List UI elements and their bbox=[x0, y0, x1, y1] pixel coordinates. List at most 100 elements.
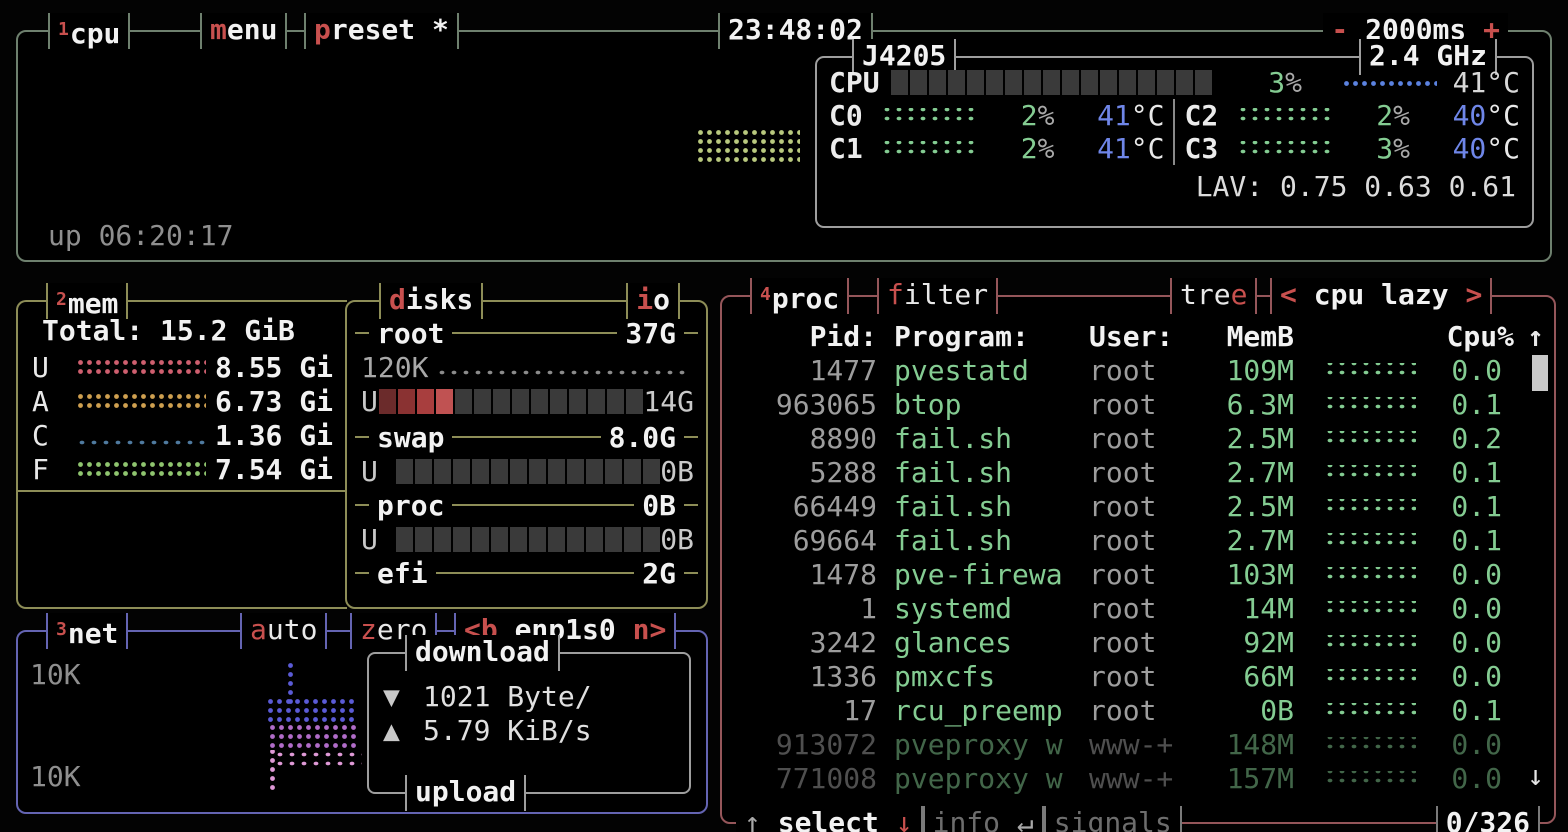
iface-next-button[interactable]: n> bbox=[632, 613, 667, 646]
process-mem: 2.7M bbox=[1226, 455, 1294, 489]
process-pid: 66449 bbox=[792, 489, 877, 523]
process-mem: 2.7M bbox=[1226, 523, 1294, 557]
core-temp: 41°C bbox=[1097, 132, 1165, 165]
disk-used-value: 0B bbox=[660, 522, 694, 556]
sort-next-button[interactable]: > bbox=[1465, 278, 1483, 311]
net-auto-button[interactable]: auto bbox=[240, 613, 328, 649]
signals-control[interactable]: signals bbox=[1043, 805, 1182, 832]
process-cpu-graph bbox=[1324, 567, 1416, 581]
process-name: pvestatd bbox=[894, 353, 1029, 387]
scroll-up-icon[interactable]: ↑ bbox=[1527, 319, 1544, 353]
net-tab-label: net bbox=[67, 617, 119, 650]
disk-used-row: U 0B bbox=[355, 454, 698, 488]
cpu-box: 1cpu menu preset * 23:48:02 - 2000ms + u… bbox=[16, 13, 1552, 262]
mem-row-value: 7.54 Gi bbox=[214, 452, 333, 486]
info-control[interactable]: info ↵ bbox=[922, 805, 1044, 832]
net-box: 3net auto zero <b enp1s0 n> 10K 10K down… bbox=[16, 613, 708, 814]
disk-name: proc bbox=[377, 488, 445, 522]
filter-button[interactable]: filter bbox=[877, 278, 999, 314]
upload-rate: ▲ 5.79 KiB/s bbox=[383, 714, 592, 747]
process-row[interactable]: 69664 fail.sh root 2.7M 0.1 bbox=[722, 523, 1554, 557]
core-row: C0 2% 41°C bbox=[829, 99, 1165, 132]
scroll-down-icon[interactable]: ↓ bbox=[1527, 759, 1544, 792]
process-row[interactable]: 913072 pveproxy w www-+ 148M 0.0 bbox=[722, 727, 1554, 761]
interval-increase-button[interactable]: + bbox=[1483, 13, 1500, 46]
process-row[interactable]: 8890 fail.sh root 2.5M 0.2 bbox=[722, 421, 1554, 455]
menu-button[interactable]: menu bbox=[200, 13, 288, 49]
sort-prev-button[interactable]: < bbox=[1280, 278, 1297, 311]
column-program[interactable]: Program: bbox=[894, 319, 1029, 353]
process-row[interactable]: 17 rcu_preemp root 0B 0.1 bbox=[722, 693, 1554, 727]
process-row[interactable]: 1336 pmxcfs root 66M 0.0 bbox=[722, 659, 1554, 693]
process-row[interactable]: 1 systemd root 14M 0.0 bbox=[722, 591, 1554, 625]
process-pid: 1336 bbox=[809, 659, 877, 693]
disk-section-swap: swap 8.0G bbox=[355, 420, 698, 454]
tab-net[interactable]: 3net bbox=[46, 613, 129, 650]
disk-used-row: U 0B bbox=[355, 522, 698, 556]
net-scale-top: 10K bbox=[30, 658, 81, 691]
process-pid: 3242 bbox=[809, 625, 877, 659]
sort-mode: cpu lazy bbox=[1313, 278, 1449, 311]
mem-hotkey: 2 bbox=[56, 289, 67, 310]
io-mode-button[interactable]: io bbox=[626, 283, 680, 319]
process-row[interactable]: 66449 fail.sh root 2.5M 0.1 bbox=[722, 489, 1554, 523]
column-pid[interactable]: Pid: bbox=[809, 319, 877, 353]
select-control[interactable]: ↑ select ↓ bbox=[736, 805, 923, 832]
process-cpu: 0.0 bbox=[1451, 761, 1502, 795]
process-cpu: 0.0 bbox=[1451, 625, 1502, 659]
process-pid: 1 bbox=[860, 591, 877, 625]
tab-proc[interactable]: 4proc bbox=[750, 278, 850, 315]
core-temp: 40°C bbox=[1452, 99, 1520, 132]
tab-mem[interactable]: 2mem bbox=[46, 283, 129, 320]
cpu-total-row: CPU 3% 41°C bbox=[829, 66, 1520, 99]
process-pid: 913072 bbox=[775, 727, 877, 761]
net-rates-panel: download upload ▼ 1021 Byte/ ▲ 5.79 KiB/s bbox=[367, 635, 691, 811]
process-row[interactable]: 771008 pveproxy w www-+ 157M 0.0 bbox=[722, 761, 1554, 795]
process-user: root bbox=[1089, 693, 1157, 727]
process-row[interactable]: 5288 fail.sh root 2.7M 0.1 bbox=[722, 455, 1554, 489]
process-row[interactable]: 963065 btop root 6.3M 0.1 bbox=[722, 387, 1554, 421]
core-row: C1 2% 41°C bbox=[829, 132, 1165, 165]
disk-name: root bbox=[377, 316, 445, 350]
proc-tab-label: proc bbox=[771, 282, 840, 315]
process-cpu: 0.0 bbox=[1451, 727, 1502, 761]
column-cpu[interactable]: Cpu% bbox=[1446, 319, 1514, 353]
preset-button[interactable]: preset * bbox=[304, 13, 459, 49]
process-cpu-graph bbox=[1324, 737, 1416, 751]
process-mem: 103M bbox=[1226, 557, 1294, 591]
menu-label: enu bbox=[226, 13, 278, 46]
proc-hotkey: 4 bbox=[760, 284, 771, 305]
process-name: pveproxy w bbox=[894, 727, 1063, 761]
tab-cpu[interactable]: 1cpu bbox=[48, 13, 131, 50]
process-cpu-graph bbox=[1324, 465, 1416, 479]
process-mem: 148M bbox=[1226, 727, 1294, 761]
process-cpu-graph bbox=[1324, 499, 1416, 513]
core-graph bbox=[1236, 141, 1335, 156]
column-mem[interactable]: MemB bbox=[1226, 319, 1294, 353]
process-row[interactable]: 1478 pve-firewa root 103M 0.0 bbox=[722, 557, 1554, 591]
process-row[interactable]: 1477 pvestatd root 109M 0.0 bbox=[722, 353, 1554, 387]
process-name: fail.sh bbox=[894, 455, 1013, 489]
process-mem: 6.3M bbox=[1226, 387, 1294, 421]
process-cpu: 0.1 bbox=[1451, 693, 1502, 727]
process-cpu-graph bbox=[1324, 601, 1416, 615]
sort-selector[interactable]: < cpu lazy > bbox=[1270, 278, 1493, 314]
scrollbar-thumb[interactable] bbox=[1532, 355, 1548, 391]
disk-used-meter bbox=[396, 526, 661, 552]
cpu-tab-label: cpu bbox=[69, 17, 121, 50]
disks-title[interactable]: disks bbox=[379, 283, 484, 319]
process-user: root bbox=[1089, 523, 1157, 557]
tree-toggle[interactable]: tree bbox=[1170, 278, 1258, 314]
process-pid: 1477 bbox=[809, 353, 877, 387]
process-cpu: 0.0 bbox=[1451, 557, 1502, 591]
proc-footer: ↑ select ↓ info ↵ signals 0/326 bbox=[736, 804, 1540, 832]
process-cpu-graph bbox=[1324, 703, 1416, 717]
mem-used-graph bbox=[76, 358, 206, 376]
disk-size: 2G bbox=[642, 556, 676, 590]
column-user[interactable]: User: bbox=[1089, 319, 1174, 353]
process-table-header: Pid: Program: User: MemB Cpu% ↑ bbox=[722, 319, 1554, 353]
process-row[interactable]: 3242 glances root 92M 0.0 bbox=[722, 625, 1554, 659]
process-name: glances bbox=[894, 625, 1013, 659]
interval-decrease-button[interactable]: - bbox=[1331, 13, 1349, 46]
